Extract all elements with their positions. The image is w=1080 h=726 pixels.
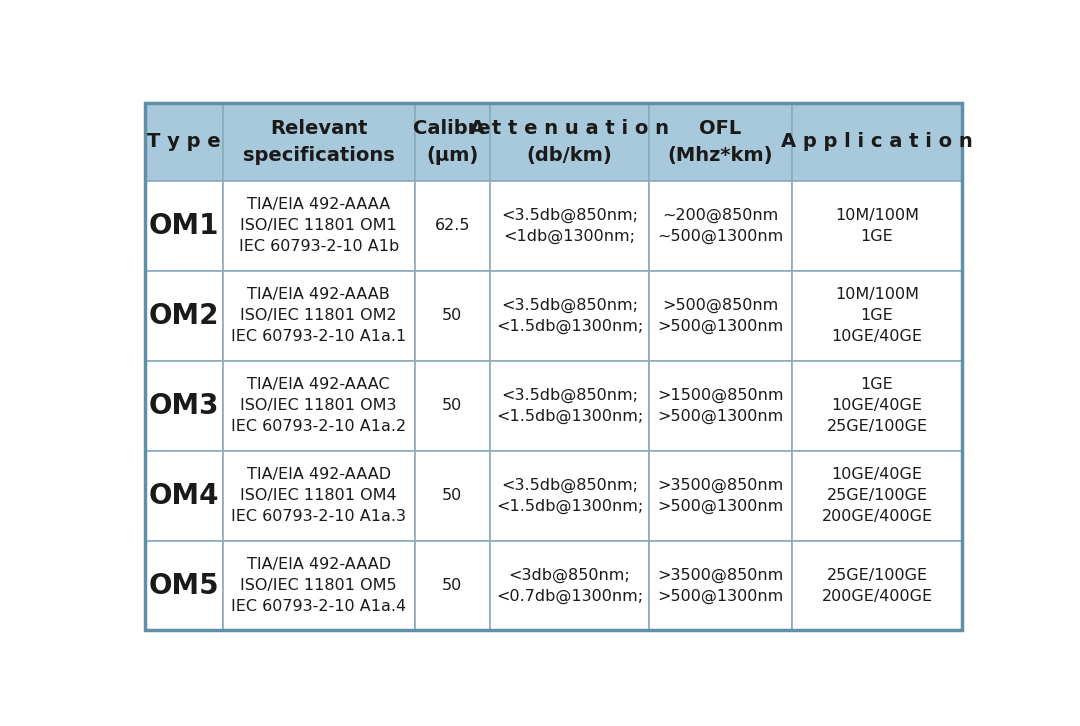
Text: TIA/EIA 492-AAAB
ISO/IEC 11801 OM2
IEC 60793-2-10 A1a.1: TIA/EIA 492-AAAB ISO/IEC 11801 OM2 IEC 6… bbox=[231, 287, 406, 344]
Text: 10M/100M
1GE: 10M/100M 1GE bbox=[835, 208, 919, 244]
Text: TIA/EIA 492-AAAD
ISO/IEC 11801 OM4
IEC 60793-2-10 A1a.3: TIA/EIA 492-AAAD ISO/IEC 11801 OM4 IEC 6… bbox=[231, 467, 406, 524]
Bar bbox=[222, 181, 415, 271]
Bar bbox=[415, 103, 490, 181]
Text: T y p e: T y p e bbox=[147, 132, 220, 151]
Text: TIA/EIA 492-AAAD
ISO/IEC 11801 OM5
IEC 60793-2-10 A1a.4: TIA/EIA 492-AAAD ISO/IEC 11801 OM5 IEC 6… bbox=[231, 557, 406, 614]
Bar bbox=[792, 271, 962, 361]
Bar bbox=[792, 103, 962, 181]
Text: 50: 50 bbox=[442, 398, 462, 413]
Bar bbox=[145, 103, 222, 181]
Text: ~200@850nm
~500@1300nm: ~200@850nm ~500@1300nm bbox=[658, 208, 784, 244]
Bar bbox=[490, 541, 649, 630]
Bar bbox=[490, 271, 649, 361]
Bar bbox=[490, 181, 649, 271]
Bar bbox=[490, 451, 649, 541]
Bar bbox=[415, 361, 490, 451]
Text: 25GE/100GE
200GE/400GE: 25GE/100GE 200GE/400GE bbox=[822, 568, 932, 603]
Text: >1500@850nm
>500@1300nm: >1500@850nm >500@1300nm bbox=[658, 388, 784, 424]
Text: OFL
(Mhz*km): OFL (Mhz*km) bbox=[667, 119, 773, 165]
Bar bbox=[222, 451, 415, 541]
Text: 1GE
10GE/40GE
25GE/100GE: 1GE 10GE/40GE 25GE/100GE bbox=[826, 378, 928, 434]
Text: >3500@850nm
>500@1300nm: >3500@850nm >500@1300nm bbox=[658, 567, 784, 604]
Bar bbox=[649, 181, 792, 271]
Bar bbox=[490, 361, 649, 451]
Bar bbox=[792, 451, 962, 541]
Bar bbox=[490, 103, 649, 181]
Bar bbox=[222, 103, 415, 181]
Text: Calibre
(μm): Calibre (μm) bbox=[414, 119, 491, 165]
Bar bbox=[415, 271, 490, 361]
Text: <3.5db@850nm;
<1.5db@1300nm;: <3.5db@850nm; <1.5db@1300nm; bbox=[496, 388, 643, 424]
Text: A t t e n u a t i o n
(db/km): A t t e n u a t i o n (db/km) bbox=[470, 119, 669, 165]
Bar bbox=[145, 271, 222, 361]
Text: 50: 50 bbox=[442, 578, 462, 593]
Bar bbox=[792, 181, 962, 271]
Text: >500@850nm
>500@1300nm: >500@850nm >500@1300nm bbox=[658, 298, 784, 334]
Text: OM3: OM3 bbox=[149, 392, 219, 420]
Bar bbox=[222, 361, 415, 451]
Bar bbox=[649, 103, 792, 181]
Text: TIA/EIA 492-AAAC
ISO/IEC 11801 OM3
IEC 60793-2-10 A1a.2: TIA/EIA 492-AAAC ISO/IEC 11801 OM3 IEC 6… bbox=[231, 378, 406, 434]
Bar bbox=[649, 541, 792, 630]
Bar bbox=[145, 181, 222, 271]
Text: Relevant
specifications: Relevant specifications bbox=[243, 119, 394, 165]
Bar bbox=[145, 541, 222, 630]
Bar bbox=[649, 361, 792, 451]
Text: <3.5db@850nm;
<1db@1300nm;: <3.5db@850nm; <1db@1300nm; bbox=[501, 208, 638, 244]
Text: <3.5db@850nm;
<1.5db@1300nm;: <3.5db@850nm; <1.5db@1300nm; bbox=[496, 298, 643, 334]
Bar bbox=[792, 541, 962, 630]
Bar bbox=[222, 271, 415, 361]
Text: 50: 50 bbox=[442, 488, 462, 503]
Bar bbox=[649, 451, 792, 541]
Text: OM2: OM2 bbox=[149, 302, 219, 330]
Bar bbox=[792, 361, 962, 451]
Text: OM4: OM4 bbox=[149, 481, 219, 510]
Text: A p p l i c a t i o n: A p p l i c a t i o n bbox=[781, 132, 973, 151]
Bar bbox=[145, 451, 222, 541]
Text: >3500@850nm
>500@1300nm: >3500@850nm >500@1300nm bbox=[658, 478, 784, 514]
Bar bbox=[222, 541, 415, 630]
Text: <3.5db@850nm;
<1.5db@1300nm;: <3.5db@850nm; <1.5db@1300nm; bbox=[496, 478, 643, 514]
Bar bbox=[145, 361, 222, 451]
Text: OM1: OM1 bbox=[149, 212, 219, 240]
Text: 10GE/40GE
25GE/100GE
200GE/400GE: 10GE/40GE 25GE/100GE 200GE/400GE bbox=[822, 467, 932, 524]
Text: TIA/EIA 492-AAAA
ISO/IEC 11801 OM1
IEC 60793-2-10 A1b: TIA/EIA 492-AAAA ISO/IEC 11801 OM1 IEC 6… bbox=[239, 197, 399, 254]
Text: <3db@850nm;
<0.7db@1300nm;: <3db@850nm; <0.7db@1300nm; bbox=[496, 567, 643, 604]
Bar bbox=[415, 451, 490, 541]
Bar bbox=[415, 541, 490, 630]
Text: 50: 50 bbox=[442, 309, 462, 323]
Bar bbox=[649, 271, 792, 361]
Text: OM5: OM5 bbox=[149, 571, 219, 600]
Text: 10M/100M
1GE
10GE/40GE: 10M/100M 1GE 10GE/40GE bbox=[832, 287, 922, 344]
Text: 62.5: 62.5 bbox=[434, 219, 470, 233]
Bar bbox=[415, 181, 490, 271]
